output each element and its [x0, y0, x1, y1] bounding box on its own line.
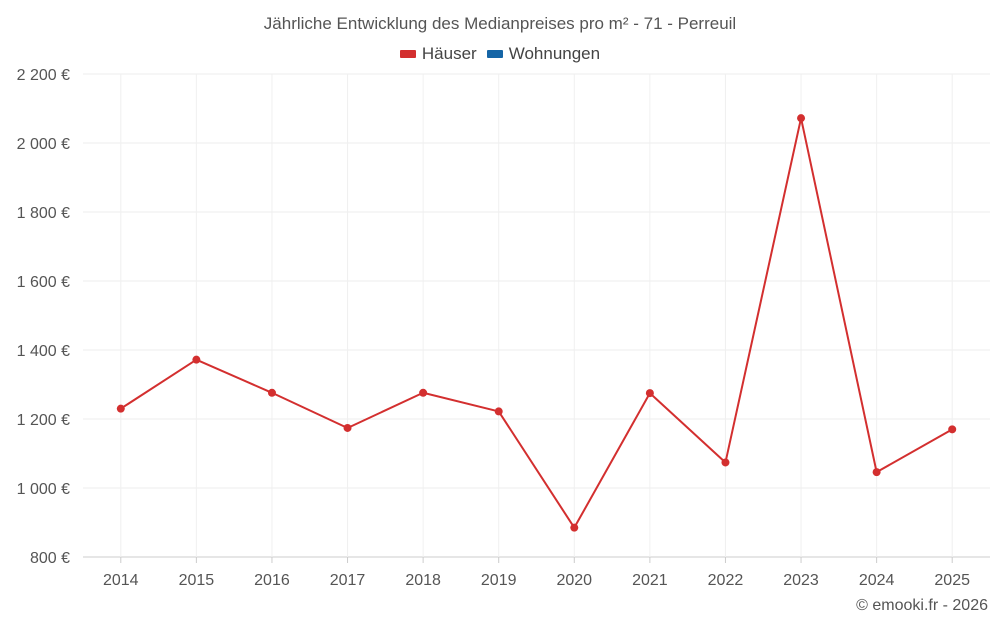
x-tick-label: 2019 [481, 572, 517, 589]
legend-label-apartments: Wohnungen [508, 44, 601, 63]
data-point[interactable] [872, 468, 881, 477]
x-tick-label: 2018 [405, 572, 441, 589]
x-axis: 2014 2015 2016 2017 2018 2019 2020 2021 2022 2023… [103, 557, 970, 589]
legend-label-houses: Häuser [421, 44, 477, 63]
x-tick-label: 2017 [330, 572, 366, 589]
y-tick-label: 1 200 € [17, 412, 70, 429]
credit: © emooki.fr - 2026 [856, 597, 988, 614]
x-tick-label: 2015 [179, 572, 215, 589]
data-point[interactable] [419, 388, 428, 397]
x-tick-label: 2014 [103, 572, 139, 589]
chart-title: Jährliche Entwicklung des Medianpreises … [263, 14, 737, 33]
y-tick-label: 1 000 € [17, 481, 70, 498]
y-axis: 800 € 1 000 € 1 200 € 1 400 € 1 600 € 1 800 €… [17, 67, 70, 567]
x-tick-label: 2022 [708, 572, 744, 589]
legend-swatch-houses [399, 50, 416, 58]
data-point[interactable] [645, 389, 654, 398]
y-tick-label: 2 200 € [17, 67, 70, 84]
data-point[interactable] [494, 407, 503, 416]
data-point[interactable] [343, 423, 352, 432]
x-tick-label: 2023 [783, 572, 819, 589]
series-line-0 [120, 117, 953, 529]
data-point[interactable] [797, 114, 806, 123]
x-tick-label: 2024 [859, 572, 895, 589]
x-tick-label: 2025 [934, 572, 970, 589]
legend: Häuser Wohnungen [0, 44, 1000, 64]
data-point[interactable] [721, 458, 730, 467]
data-point[interactable] [116, 404, 125, 413]
y-tick-label: 1 400 € [17, 343, 70, 360]
data-point[interactable] [570, 523, 579, 532]
grid [83, 73, 990, 558]
legend-item-houses[interactable]: Häuser [399, 44, 477, 64]
y-tick-label: 1 800 € [17, 205, 70, 222]
y-tick-label: 800 € [30, 550, 70, 567]
x-tick-label: 2016 [254, 572, 290, 589]
data-point[interactable] [192, 355, 201, 364]
legend-item-apartments[interactable]: Wohnungen [486, 44, 601, 64]
legend-swatch-apartments [486, 50, 503, 58]
y-tick-label: 2 000 € [17, 136, 70, 153]
y-tick-label: 1 600 € [17, 274, 70, 291]
data-point[interactable] [267, 388, 276, 397]
data-point[interactable] [948, 425, 957, 434]
x-tick-label: 2020 [556, 572, 592, 589]
series-layer [116, 114, 957, 532]
x-tick-label: 2021 [632, 572, 668, 589]
